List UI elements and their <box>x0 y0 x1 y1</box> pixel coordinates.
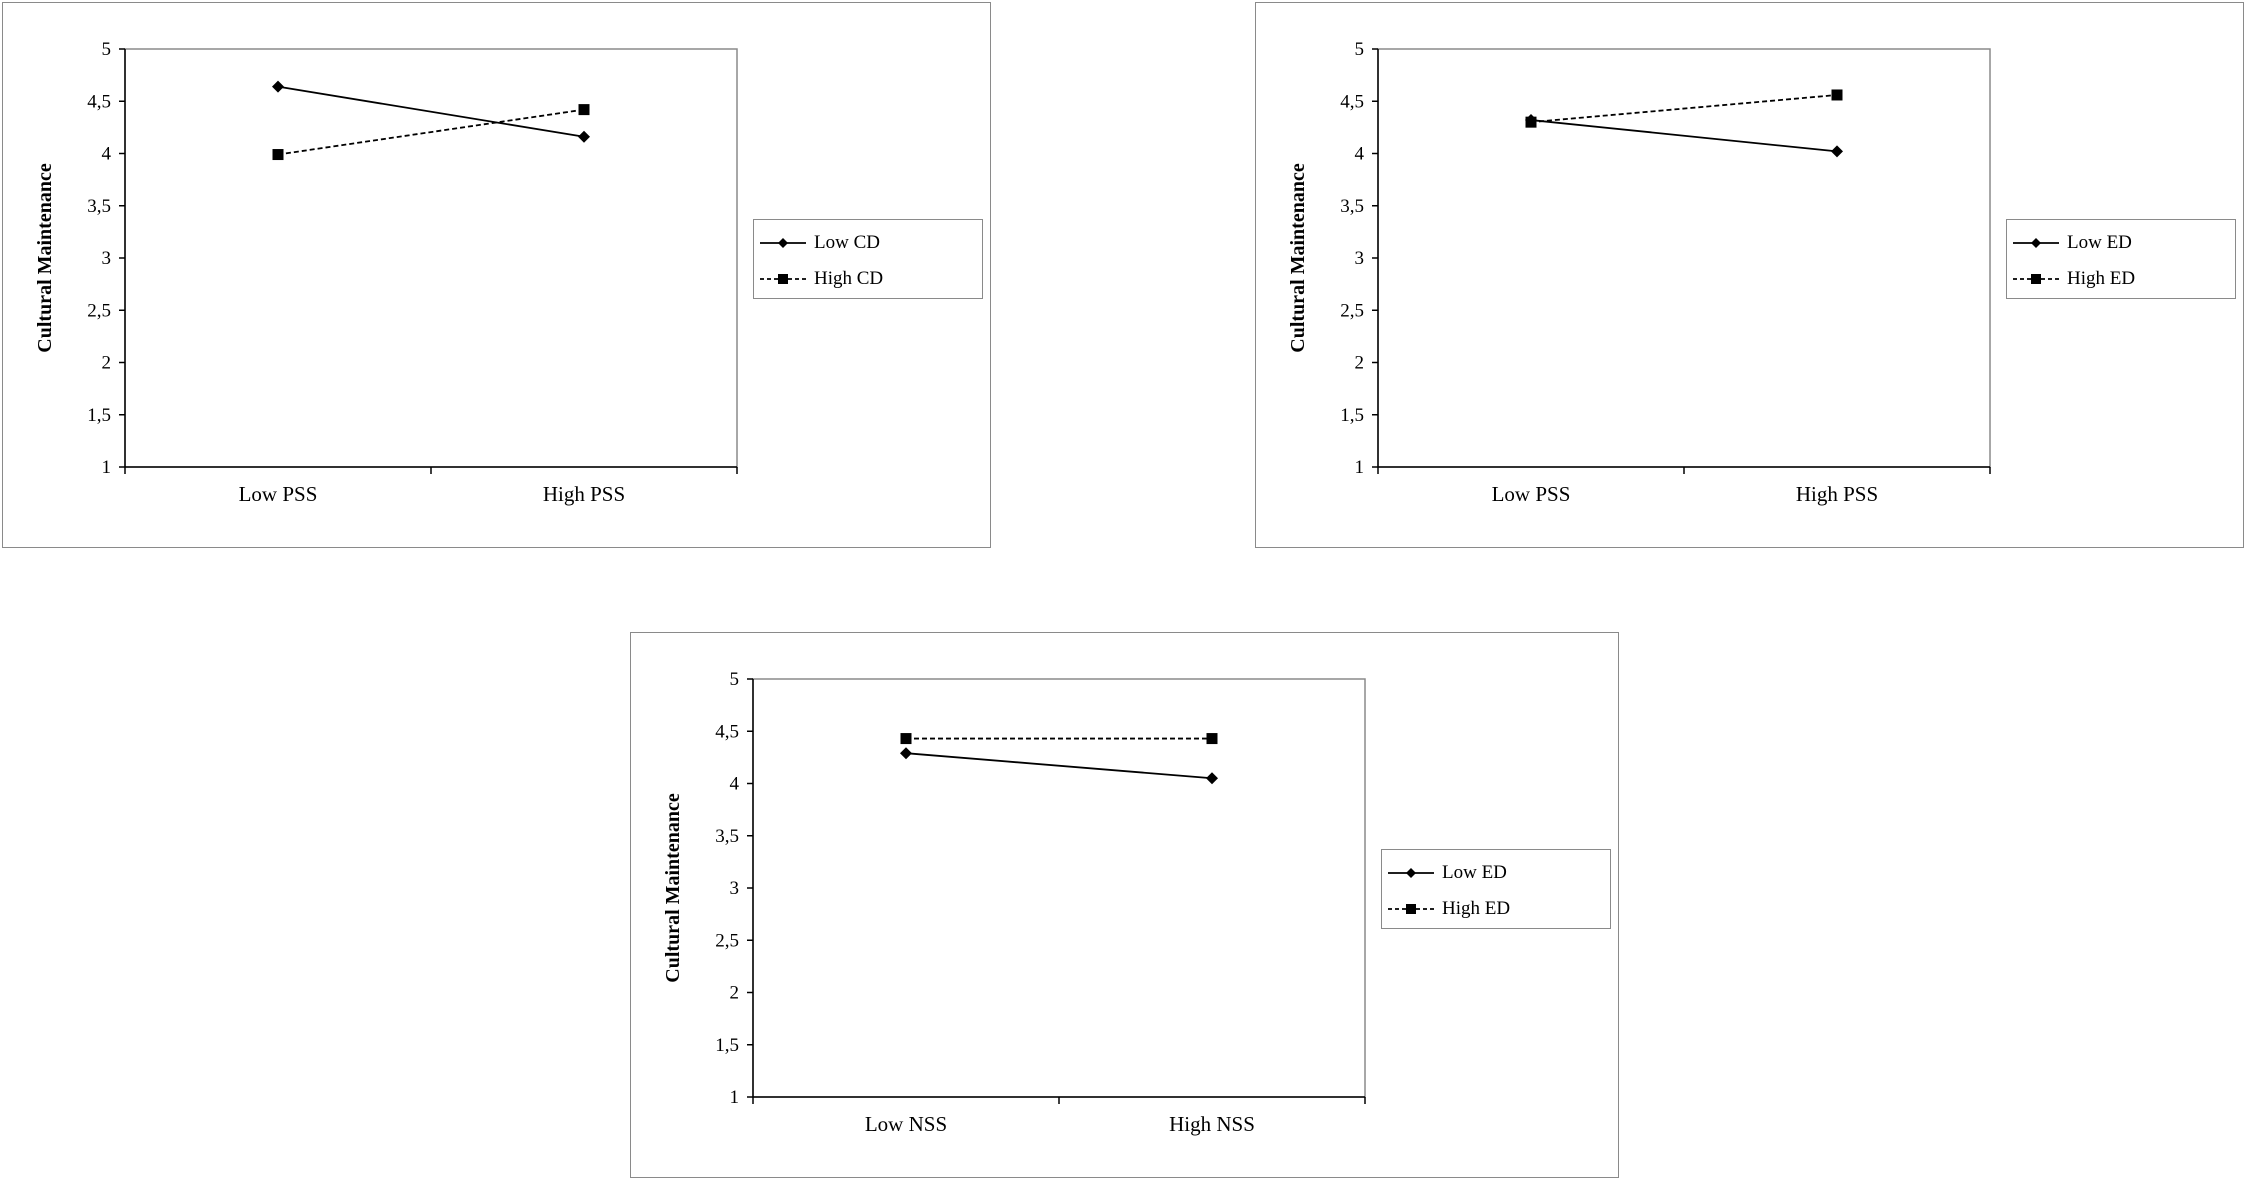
data-point-diamond <box>900 747 912 760</box>
y-axis-label: Cultural Maintenance <box>1287 163 1309 353</box>
legend-swatch-solid-diamond <box>2013 238 2059 248</box>
y-tick-label: 1 <box>730 1087 740 1108</box>
y-tick-label: 2,5 <box>87 300 111 321</box>
legend-entry-series-1: High ED <box>1382 894 1510 924</box>
legend-entry-series-1: High CD <box>754 264 883 294</box>
data-point-square <box>578 104 590 116</box>
chart-1-svg: 1 1,5 2 2,5 3 3,5 4 4,5 5 Low PSS High PSS Cultural… <box>1287 39 1991 506</box>
chart-0-legend: Low CD High CD <box>753 219 983 299</box>
y-tick-label: 5 <box>102 39 112 60</box>
data-point-square <box>1206 733 1218 745</box>
data-point-diamond <box>1831 145 1843 158</box>
data-point-square <box>1831 89 1843 101</box>
series-line-1 <box>277 108 585 156</box>
legend-swatch-dashed-square <box>2013 274 2059 284</box>
legend-label: High CD <box>814 268 884 289</box>
y-tick-label: 3 <box>730 878 740 899</box>
legend-label: Low ED <box>2067 232 2132 253</box>
y-tick-label: 2,5 <box>1340 300 1364 321</box>
y-tick-label: 3,5 <box>87 196 111 217</box>
y-tick-label: 4,5 <box>87 91 111 112</box>
y-tick-label: 2 <box>1355 353 1365 374</box>
legend-label: High ED <box>2067 268 2136 289</box>
y-tick-label: 3,5 <box>715 826 739 847</box>
legend-entry-series-0: Low CD <box>754 228 880 258</box>
chart-2-legend: Low ED High ED <box>1381 849 1611 929</box>
y-tick-label: 4 <box>1355 144 1365 165</box>
y-tick-label: 4,5 <box>715 721 739 742</box>
y-tick-label: 3 <box>102 248 112 269</box>
series-line-1 <box>1530 94 1838 124</box>
chart-panel-cd-pss: 1 1,5 2 2,5 3 3,5 4 4,5 5 Low PSS High PSS Cultural… <box>2 2 991 548</box>
legend-entry-series-0: Low ED <box>1382 858 1507 888</box>
series-line-0 <box>1530 119 1838 153</box>
series-line-0 <box>905 752 1213 780</box>
y-tick-label: 5 <box>730 669 740 690</box>
data-point-square <box>900 733 912 745</box>
plot-area <box>1377 48 1991 468</box>
y-tick-label: 1,5 <box>715 1035 739 1056</box>
y-tick-label: 1,5 <box>1340 405 1364 426</box>
legend-swatch-dashed-square <box>760 274 806 284</box>
y-tick-label: 1 <box>102 457 112 478</box>
data-point-square <box>272 149 284 161</box>
legend-swatch-solid-diamond <box>1388 868 1434 878</box>
legend-swatch-dashed-square <box>1388 904 1434 914</box>
y-tick-label: 2 <box>730 983 740 1004</box>
chart-0-svg: 1 1,5 2 2,5 3 3,5 4 4,5 5 Low PSS High PSS Cultural… <box>34 39 738 506</box>
data-point-square <box>1525 116 1537 128</box>
data-point-diamond <box>272 80 284 93</box>
y-tick-label: 4 <box>102 144 112 165</box>
x-tick-label: High PSS <box>543 482 625 506</box>
data-point-diamond <box>1206 772 1218 785</box>
x-tick-label: High NSS <box>1169 1112 1255 1136</box>
chart-1-legend: Low ED High ED <box>2006 219 2236 299</box>
y-tick-label: 2,5 <box>715 930 739 951</box>
chart-panel-ed-pss: 1 1,5 2 2,5 3 3,5 4 4,5 5 Low PSS High PSS Cultural… <box>1255 2 2244 548</box>
x-tick-label: Low PSS <box>239 482 318 506</box>
legend-entry-series-1: High ED <box>2007 264 2135 294</box>
y-tick-label: 5 <box>1355 39 1365 60</box>
y-axis-label: Cultural Maintenance <box>662 793 684 983</box>
data-point-diamond <box>578 130 590 143</box>
x-tick-label: High PSS <box>1796 482 1878 506</box>
y-tick-label: 3 <box>1355 248 1365 269</box>
y-tick-label: 2 <box>102 353 112 374</box>
series-line-0 <box>277 85 585 138</box>
y-tick-label: 1,5 <box>87 405 111 426</box>
y-tick-label: 4 <box>730 774 740 795</box>
x-tick-label: Low PSS <box>1492 482 1571 506</box>
legend-label: Low CD <box>814 232 880 253</box>
plot-area <box>752 678 1366 1098</box>
chart-2-svg: 1 1,5 2 2,5 3 3,5 4 4,5 5 Low NSS High NSS Cultural… <box>662 669 1366 1136</box>
y-tick-label: 3,5 <box>1340 196 1364 217</box>
chart-panel-ed-nss: 1 1,5 2 2,5 3 3,5 4 4,5 5 Low NSS High NSS Cultural… <box>630 632 1619 1178</box>
y-axis-label: Cultural Maintenance <box>34 163 56 353</box>
legend-label: High ED <box>1442 898 1511 919</box>
legend-swatch-solid-diamond <box>760 238 806 248</box>
y-tick-label: 4,5 <box>1340 91 1364 112</box>
legend-entry-series-0: Low ED <box>2007 228 2132 258</box>
legend-label: Low ED <box>1442 862 1507 883</box>
x-tick-label: Low NSS <box>865 1112 947 1136</box>
y-tick-label: 1 <box>1355 457 1365 478</box>
